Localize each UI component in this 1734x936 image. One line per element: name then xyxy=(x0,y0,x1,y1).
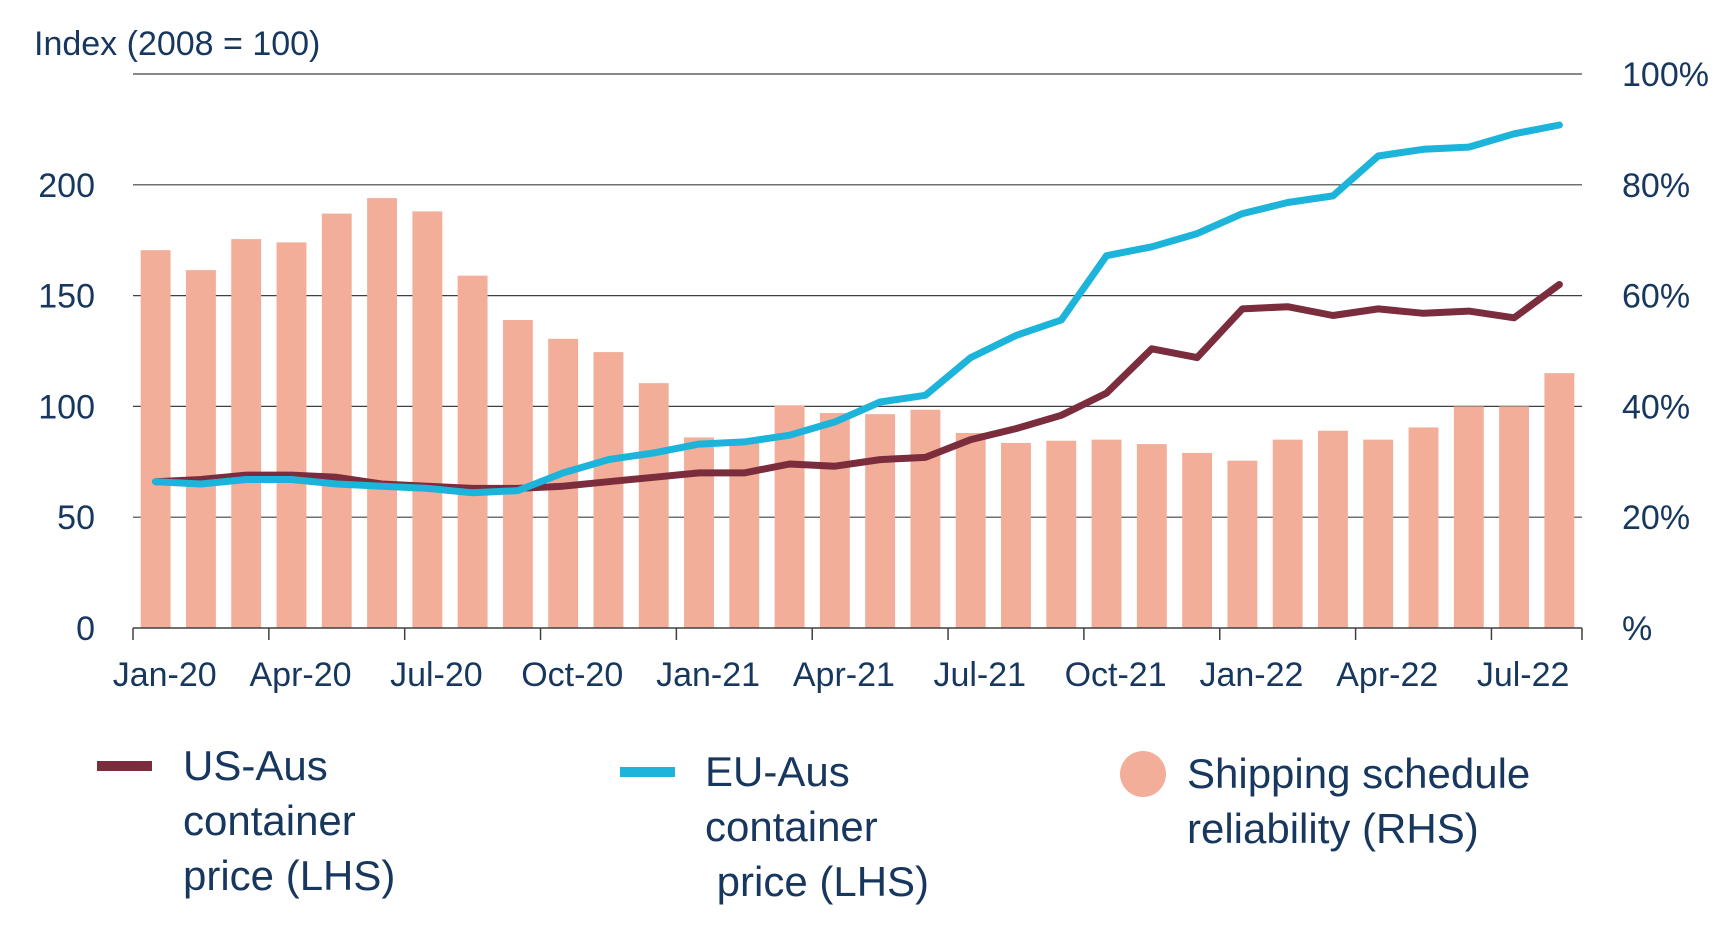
left-axis-title: Index (2008 = 100) xyxy=(34,25,320,63)
axes: Jan-20 Apr-20 Jul-20 Oct-20 Jan-21 Apr-21 Jul-… xyxy=(38,56,1709,694)
reliability-bar xyxy=(231,239,262,629)
reliability-bar xyxy=(638,383,669,628)
x-tick-label: Jan-22 xyxy=(1199,656,1303,694)
x-tick-label: Oct-20 xyxy=(521,656,623,694)
reliability-bar xyxy=(1318,430,1348,628)
legend-label: US-Aus xyxy=(183,742,328,789)
reliability-bar xyxy=(1272,439,1303,628)
x-tick-label: Jan-21 xyxy=(656,656,760,694)
left-tick-label: 0 xyxy=(76,610,95,648)
x-tick-label: Apr-20 xyxy=(250,656,352,694)
legend-label: container xyxy=(705,803,878,850)
reliability-bar xyxy=(1091,439,1122,628)
reliability-bar xyxy=(367,198,397,628)
line-series xyxy=(152,121,1563,497)
right-tick-label: 100% xyxy=(1622,56,1709,94)
reliability-bar xyxy=(1001,442,1031,628)
reliability-bar xyxy=(1453,406,1484,628)
legend: US-Aus container price (LHS) EU-Aus containe… xyxy=(97,742,1530,905)
reliability-bar xyxy=(1408,427,1439,628)
reliability-bar xyxy=(865,414,896,628)
reliability-bar xyxy=(502,319,533,628)
reliability-bar xyxy=(819,413,850,628)
reliability-bar xyxy=(1499,406,1530,628)
reliability-bar xyxy=(1544,373,1575,628)
reliability-bar xyxy=(593,352,624,628)
reliability-bar xyxy=(1182,452,1213,628)
reliability-bar xyxy=(412,211,443,628)
left-tick-label: 50 xyxy=(57,499,95,537)
reliability-bar xyxy=(774,405,805,628)
left-tick-label: 100 xyxy=(38,388,95,426)
legend-label: price (LHS) xyxy=(183,852,395,899)
x-tick-label: Jul-21 xyxy=(933,656,1026,694)
bar-series xyxy=(140,198,1575,629)
reliability-bar xyxy=(1046,440,1077,628)
left-tick-label: 150 xyxy=(38,278,95,316)
legend-item: EU-Aus container price (LHS) xyxy=(620,748,929,905)
right-tick-label: 80% xyxy=(1622,167,1690,205)
legend-item: Shipping schedule reliability (RHS) xyxy=(1120,750,1530,852)
reliability-bar xyxy=(1136,444,1167,628)
reliability-bar xyxy=(1363,439,1394,628)
legend-swatch xyxy=(1120,751,1166,797)
right-tick-label: 20% xyxy=(1622,499,1690,537)
right-tick-label: 60% xyxy=(1622,278,1690,316)
left-tick-label: 200 xyxy=(38,167,95,205)
x-tick-label: Apr-22 xyxy=(1336,656,1438,694)
x-tick-label: Jul-22 xyxy=(1477,656,1570,694)
reliability-bar xyxy=(910,409,941,628)
legend-label: EU-Aus xyxy=(705,748,850,795)
legend-item: US-Aus container price (LHS) xyxy=(97,742,395,899)
legend-label: container xyxy=(183,797,356,844)
reliability-bar xyxy=(276,242,307,628)
x-tick-label: Jul-20 xyxy=(390,656,483,694)
reliability-bar xyxy=(185,270,216,628)
right-tick-label: 40% xyxy=(1622,388,1690,426)
legend-label: price (LHS) xyxy=(705,858,929,905)
reliability-bar xyxy=(684,437,714,628)
us-aus-price-line xyxy=(152,281,1563,492)
legend-label: Shipping schedule xyxy=(1187,750,1530,797)
right-tick-label: % xyxy=(1622,610,1652,648)
reliability-bar xyxy=(140,250,171,628)
eu-aus-price-line xyxy=(152,121,1563,497)
reliability-bar xyxy=(321,213,352,628)
reliability-bar xyxy=(1227,460,1258,628)
reliability-bar xyxy=(955,432,986,628)
x-tick-label: Jan-20 xyxy=(113,656,217,694)
legend-label: reliability (RHS) xyxy=(1187,805,1479,852)
x-tick-label: Oct-21 xyxy=(1065,656,1167,694)
reliability-bar xyxy=(457,275,488,628)
x-tick-label: Apr-21 xyxy=(793,656,895,694)
